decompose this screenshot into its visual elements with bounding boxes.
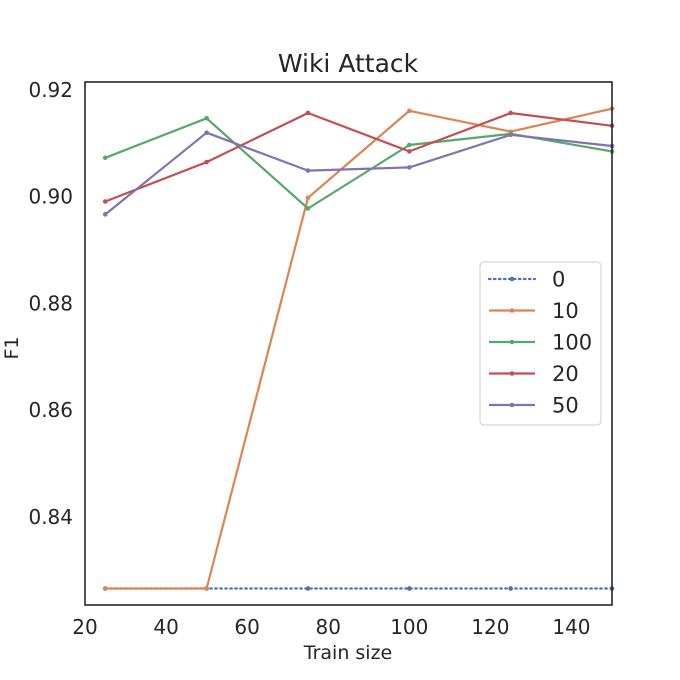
legend-marker (509, 402, 515, 408)
x-axis-ticks: 20 40 60 80 100 120 140 (72, 615, 590, 639)
data-point (102, 212, 108, 217)
legend-label: 10 (552, 299, 579, 323)
data-point (102, 155, 108, 161)
series-line (104, 111, 613, 203)
series-20 (102, 110, 615, 204)
data-point (508, 132, 513, 138)
y-tick-label: 0.88 (28, 291, 73, 315)
x-tick-label: 140 (552, 615, 590, 639)
series-100 (102, 115, 615, 211)
x-tick-label: 20 (72, 615, 97, 639)
x-tick-label: 120 (471, 615, 509, 639)
series-50 (102, 130, 615, 217)
legend-marker (509, 276, 515, 282)
x-tick-label: 100 (390, 615, 428, 639)
data-point (407, 149, 412, 154)
data-point (508, 586, 513, 591)
data-point (305, 195, 311, 201)
legend-label: 50 (552, 394, 579, 418)
y-tick-label: 0.92 (28, 78, 73, 102)
y-tick-label: 0.84 (28, 505, 73, 529)
y-tick-label: 0.86 (28, 398, 73, 422)
legend: 0 10 100 20 50 (479, 261, 602, 426)
x-tick-label: 40 (153, 615, 178, 639)
x-tick-label: 80 (316, 615, 341, 639)
data-point (305, 110, 311, 116)
series-10 (102, 106, 615, 591)
legend-label: 20 (552, 362, 579, 386)
plot-frame (84, 81, 613, 606)
chart-title: Wiki Attack (278, 49, 419, 78)
data-point (204, 159, 209, 165)
series-line (104, 131, 613, 216)
plot-area (102, 106, 615, 591)
legend-label: 0 (552, 268, 565, 292)
series-line (105, 107, 613, 590)
x-tick-label: 60 (234, 615, 259, 639)
data-point (102, 199, 108, 204)
legend-box (479, 261, 602, 426)
data-point (305, 168, 311, 173)
x-axis-title: Train size (303, 642, 392, 664)
legend-label: 100 (552, 331, 592, 355)
data-point (204, 130, 209, 135)
legend-marker (509, 339, 515, 345)
data-point (407, 142, 412, 148)
data-point (204, 115, 209, 121)
legend-marker (509, 371, 515, 376)
y-axis-title: F1 (1, 336, 23, 359)
y-axis-ticks: 0.84 0.86 0.88 0.90 0.92 (28, 78, 73, 529)
data-point (508, 110, 513, 116)
y-tick-label: 0.90 (28, 185, 73, 209)
data-point (407, 586, 412, 591)
data-point (407, 165, 412, 170)
data-point (305, 206, 311, 211)
data-point (407, 108, 412, 114)
data-point (204, 586, 209, 591)
legend-marker (509, 308, 515, 313)
data-point (102, 586, 108, 591)
data-point (305, 586, 311, 591)
